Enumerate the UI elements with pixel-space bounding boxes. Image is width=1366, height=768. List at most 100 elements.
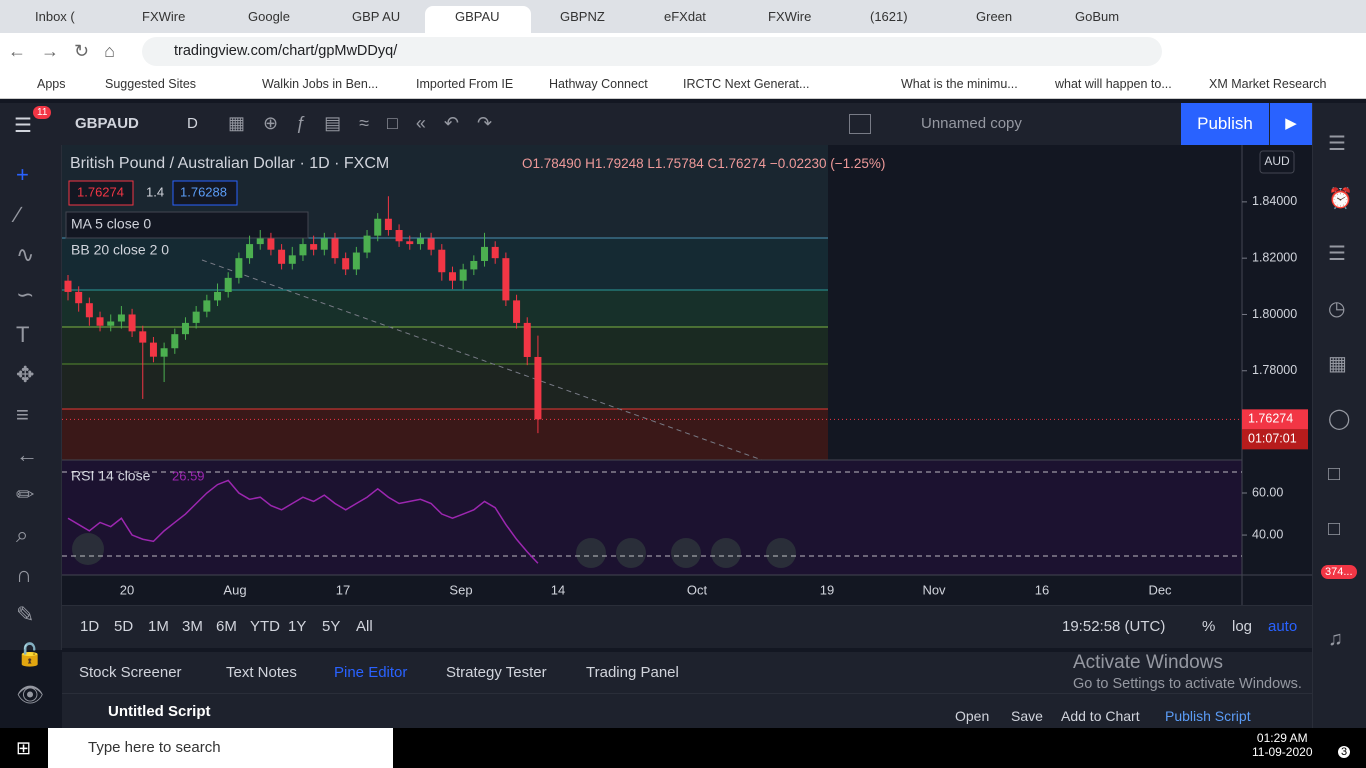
tab[interactable]: FXWire [768, 9, 812, 24]
badge: 11 [33, 106, 52, 119]
bookmark[interactable]: Imported From IE [416, 77, 514, 91]
candle-body [374, 218, 382, 236]
notifications[interactable]: 3 [1338, 746, 1351, 758]
interval[interactable]: D [187, 115, 198, 132]
tab[interactable]: FXWire [142, 9, 186, 24]
tv-toolbar: ☰ 11 GBPAUD D ▦⊕ƒ▤≈□«↶↷ Unnamed copy Pub… [0, 103, 1312, 146]
bottom-toolbar: 1D 5D 1M 3M 6M YTD 1Y 5Y All 19:52:58 (UTC)% log au… [62, 605, 1312, 648]
logo[interactable] [72, 533, 104, 565]
price-axis [1242, 145, 1312, 605]
tab[interactable]: eFXdat [664, 9, 706, 24]
tab[interactable]: GoBum [1075, 9, 1120, 24]
symbol[interactable]: GBPAUD [75, 115, 139, 132]
candle-body [288, 255, 296, 264]
bookmark[interactable]: IRCTC Next Generat... [683, 77, 810, 91]
buy-price[interactable]: 1.76288 [180, 184, 227, 199]
zoom-out[interactable] [576, 538, 606, 568]
tab[interactable]: GBPAU [425, 6, 531, 33]
search-box[interactable]: Type here to search [48, 728, 393, 768]
candle-body [448, 272, 456, 281]
candle-body [139, 331, 147, 343]
rsi-pane [62, 460, 1242, 575]
panel-tab[interactable]: Pine Editor [334, 664, 408, 681]
reset[interactable] [766, 538, 796, 568]
bookmark[interactable]: XM Market Research [1209, 77, 1327, 91]
range[interactable]: All [356, 618, 373, 635]
range[interactable]: 1D [80, 618, 100, 635]
omnibox[interactable]: tradingview.com/chart/gpMwDDyq/ [142, 37, 1162, 66]
panel-tab[interactable]: Text Notes [226, 664, 297, 681]
currency-box[interactable] [1259, 150, 1295, 174]
range[interactable]: 5D [114, 618, 134, 635]
sidebar-icons[interactable]: ☰ ⏰ ☰ ◷ ▦ ◯ □ □ ♫ [1328, 133, 1353, 650]
range[interactable]: 6M [216, 618, 237, 635]
menu[interactable]: ☰ [14, 115, 32, 137]
replay[interactable]: ▶ [1270, 103, 1312, 145]
checkbox[interactable] [849, 114, 871, 134]
bookmark[interactable]: What is the minimu... [901, 77, 1018, 91]
layout-name[interactable]: Unnamed copy [921, 115, 1022, 132]
scroll-left[interactable] [671, 538, 701, 568]
zone [62, 290, 828, 327]
start[interactable]: ⊞ [16, 738, 32, 758]
tab[interactable]: Google [248, 9, 290, 24]
panel-tab[interactable]: Trading Panel [586, 664, 679, 681]
tab[interactable]: GBP AU [352, 9, 401, 24]
bookmark[interactable]: Walkin Jobs in Ben... [262, 77, 379, 91]
candle-body [363, 235, 371, 253]
nav-buttons[interactable]: ← → ↻ ⌂ [8, 41, 115, 61]
indicator[interactable]: RSI 14 close [71, 468, 151, 484]
range[interactable]: 5Y [322, 618, 341, 635]
y-tick-label: 1.80000 [1252, 307, 1297, 321]
sell-box[interactable] [68, 180, 134, 206]
tab[interactable]: Inbox ( [35, 9, 75, 24]
bookmark[interactable]: Hathway Connect [549, 77, 648, 91]
tab[interactable]: Green [976, 9, 1013, 24]
watermark-text: Go to Settings to activate Windows. [1073, 676, 1302, 692]
script-row: Untitled Script [62, 693, 1312, 729]
drawing-toolbar: + ∕ ∿ ∽ T ✥ ≡ ← ✏ ⌕ ∩ ✎ 🔓 👁 [0, 145, 62, 707]
watermark-title: Activate Windows [1073, 652, 1223, 673]
publish[interactable]: Publish [1181, 103, 1269, 145]
percent[interactable]: % [1202, 618, 1216, 635]
panel-tab[interactable]: Strategy Tester [446, 664, 547, 681]
indicator[interactable]: BB 20 close 2 0 [71, 242, 169, 258]
indicator[interactable]: MA 5 close 0 [71, 216, 151, 232]
nav-controls [72, 533, 796, 568]
auto[interactable]: auto [1268, 618, 1298, 635]
rsi-value: 26.59 [172, 468, 205, 483]
log[interactable]: log [1232, 618, 1253, 635]
tab[interactable]: GBPNZ [560, 9, 605, 24]
candle-body [427, 238, 435, 250]
panel-tab[interactable]: Stock Screener [79, 664, 182, 681]
right-sidebar: ☰ ⏰ ☰ ◷ ▦ ◯ □ □ ♫ 374... [1312, 103, 1366, 728]
sell-price[interactable]: 1.76274 [77, 184, 124, 199]
script-action[interactable]: Add to Chart [1061, 708, 1140, 724]
indicator-box[interactable] [65, 211, 309, 239]
range[interactable]: 3M [182, 618, 203, 635]
x-tick-label: Dec [1148, 582, 1172, 597]
buy-box[interactable] [172, 180, 238, 206]
tools[interactable]: + ∕ ∿ ∽ T ✥ ≡ ← ✏ ⌕ ∩ ✎ 🔓 👁 [16, 162, 44, 707]
script-action[interactable]: Publish Script [1165, 708, 1251, 724]
range[interactable]: 1M [148, 618, 169, 635]
tab[interactable]: (1621) [870, 9, 908, 24]
scroll-right[interactable] [711, 538, 741, 568]
tool-icons[interactable]: ▦⊕ƒ▤≈□«↶↷ [228, 113, 511, 133]
currency: AUD [1264, 154, 1290, 168]
bookmark[interactable]: Suggested Sites [105, 77, 197, 91]
zone [62, 409, 828, 460]
candle-body [96, 317, 104, 326]
bookmark[interactable]: what will happen to... [1055, 77, 1172, 91]
zoom-in[interactable] [616, 538, 646, 568]
range[interactable]: 1Y [288, 618, 307, 635]
chart: British Pound / Australian Dollar · 1D ·… [62, 145, 1312, 605]
x-tick-label: 16 [1035, 582, 1049, 597]
script-title[interactable]: Untitled Script [108, 703, 211, 720]
script-action[interactable]: Open [955, 708, 990, 724]
range[interactable]: YTD [250, 618, 280, 635]
script-action[interactable]: Save [1011, 708, 1043, 724]
y-tick-label: 1.84000 [1252, 194, 1297, 208]
bookmark[interactable]: Apps [37, 77, 66, 91]
clock: 19:52:58 (UTC) [1062, 618, 1166, 635]
